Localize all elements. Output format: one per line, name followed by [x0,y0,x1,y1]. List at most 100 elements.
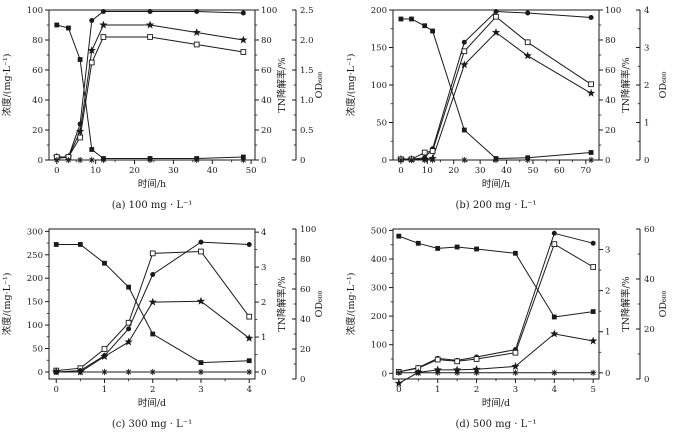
filled-star-marker [472,364,481,373]
series-filled-circle [396,230,596,375]
outer-right-tick-label: 3 [644,44,649,54]
inner-right-y-axis: 0 20 40 60 80 100 TN降解率/% [599,6,632,166]
x-tick-label: 50 [528,166,539,176]
x-tick-label: 20 [448,166,459,176]
open-square-marker [246,313,253,320]
panel-a: 0 10 20 30 40 50 时间/h 0 20 40 60 80 100 浓度/(mg·L⁻¹) 0 2… [0,0,344,219]
filled-circle-marker [150,271,156,277]
filled-square-marker [53,242,59,247]
series-line [56,11,244,159]
filled-square-marker [588,150,594,155]
left-y-tick-label: 0 [382,156,387,166]
left-y-tick-label: 300 [27,227,43,237]
inner-right-tick-label: 0 [605,156,610,166]
chart-a-svg: 0 10 20 30 40 50 时间/h 0 20 40 60 80 100 浓度/(mg·L⁻¹) 0 2… [1,6,325,211]
series-filled-square [54,22,246,161]
left-y-axis-title: 浓度/(mg·L⁻¹) [1,54,13,117]
open-square-marker [454,358,460,365]
open-square-marker [590,264,597,270]
outer-right-axis-title: OD₆₀₀ [314,290,325,317]
x-tick-label: 3 [198,385,203,395]
left-y-axis: 0 100 200 300 400 500 浓度/(mg·L⁻¹) [345,226,393,379]
filled-star-marker [196,296,206,305]
filled-star-marker [87,46,96,55]
x-tick-label: 60 [554,166,565,176]
left-y-tick-label: 300 [371,284,387,294]
inner-right-axis-title: TN降解率/% [276,276,288,331]
x-axis: 0 10 20 30 40 50 时间/h [54,160,257,190]
plot-frame [48,228,256,380]
filled-circle-marker [525,10,531,16]
left-y-tick-label: 20 [32,126,43,136]
x-tick-label: 0 [396,385,401,395]
series-filled-square [53,242,252,365]
x-tick-label: 0 [398,166,403,176]
filled-star-marker [124,337,133,346]
filled-star-marker [192,28,201,37]
left-y-tick-label: 100 [27,6,43,16]
filled-square-marker [89,147,95,152]
panel-c: 0 1 2 3 4 时间/d 0 50 100 150 200 250 300 浓度/(mg·L⁻¹) 0 1… [0,219,344,438]
outer-right-tick-label: 80 [300,255,311,265]
inner-right-tick-label: 1 [261,333,266,343]
filled-square-marker [422,23,428,29]
filled-circle-marker [240,10,246,16]
inner-right-tick-label: 100 [605,6,621,16]
inner-right-tick-label: 40 [261,96,272,106]
series-line [56,36,244,158]
outer-right-y-axis: 0 1 2 3 4 OD₆₀₀ [636,6,669,166]
inner-right-tick-label: 100 [261,6,277,16]
outer-right-tick-label: 40 [644,275,655,285]
outer-right-axis-title: OD₆₀₀ [658,290,669,317]
left-y-axis-title: 浓度/(mg·L⁻¹) [1,273,13,336]
open-square-marker [524,39,531,46]
panel-caption: (b) 200 mg · L⁻¹ [456,200,537,211]
filled-star-marker [99,20,108,29]
outer-right-tick-label: 2.5 [300,6,314,16]
filled-star-marker [586,88,596,97]
left-y-tick-label: 200 [27,274,43,284]
outer-right-axis-title: OD₆₀₀ [658,71,669,98]
filled-star-marker [491,28,501,37]
series-line [400,16,592,160]
left-y-tick-label: 100 [27,321,43,331]
series-line [398,232,594,373]
filled-square-marker [513,250,518,256]
series-line [56,24,244,159]
filled-circle-marker [194,9,200,14]
x-axis: 0 1 2 3 4 时间/d [54,379,252,409]
series-line [398,333,594,384]
filled-star-marker [550,329,559,338]
inner-right-tick-label: 3 [261,263,266,273]
outer-right-tick-label: 100 [300,225,316,235]
inner-right-tick-label: 3 [605,246,610,256]
series-line [398,235,594,318]
series-filled-star [394,329,598,387]
panel-b: 0 10 20 30 40 50 60 70 时间/h 0 50 100 150 200 浓度/(mg·L⁻… [344,0,688,219]
inner-right-tick-label: 60 [261,66,272,76]
filled-square-marker [102,260,107,266]
open-square-marker [240,49,247,55]
series-asterisk [395,369,597,376]
filled-star-marker [433,365,442,374]
inner-right-tick-label: 4 [261,228,266,238]
left-y-tick-label: 50 [376,119,387,129]
filled-square-marker [430,28,436,34]
open-square-marker [149,250,156,257]
open-square-marker [88,59,95,66]
series-asterisk [397,156,595,164]
inner-right-y-axis: 0 1 2 3 4 TN降解率/% [255,228,288,378]
x-axis-title: 时间/d [138,397,166,409]
left-y-tick-label: 50 [32,345,43,355]
left-y-tick-label: 150 [27,298,43,308]
x-tick-label: 70 [580,166,591,176]
outer-right-tick-label: 4 [644,6,649,16]
series-open-square [53,248,253,374]
outer-right-tick-label: 2.0 [300,36,314,46]
left-y-tick-label: 250 [27,251,43,261]
x-tick-label: 20 [129,166,140,176]
series-open-square [395,241,597,375]
outer-right-tick-label: 0.5 [300,126,314,136]
filled-star-marker [239,35,248,44]
